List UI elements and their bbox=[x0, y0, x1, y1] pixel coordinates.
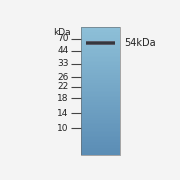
Bar bbox=[81, 76, 120, 78]
Bar bbox=[81, 92, 120, 94]
Bar bbox=[86, 41, 115, 42]
Bar bbox=[86, 44, 115, 45]
Bar bbox=[81, 146, 120, 148]
Bar bbox=[81, 114, 120, 116]
Bar bbox=[81, 79, 120, 81]
Bar bbox=[81, 135, 120, 137]
Bar bbox=[81, 140, 120, 142]
Bar bbox=[81, 83, 120, 85]
Bar bbox=[81, 94, 120, 96]
Bar bbox=[81, 143, 120, 145]
Bar bbox=[86, 43, 115, 44]
Bar bbox=[86, 42, 115, 43]
Text: 10: 10 bbox=[57, 124, 69, 133]
Bar bbox=[81, 102, 120, 104]
Bar bbox=[81, 107, 120, 108]
Bar bbox=[81, 81, 120, 83]
Text: 26: 26 bbox=[57, 73, 69, 82]
Bar bbox=[86, 41, 115, 42]
Bar bbox=[81, 73, 120, 75]
Bar bbox=[81, 86, 120, 88]
Bar bbox=[81, 119, 120, 121]
Bar bbox=[81, 44, 120, 46]
Bar bbox=[81, 97, 120, 99]
Bar bbox=[81, 32, 120, 33]
Bar bbox=[81, 52, 120, 54]
Bar bbox=[81, 121, 120, 123]
Bar bbox=[86, 43, 115, 44]
Text: kDa: kDa bbox=[53, 28, 70, 37]
Bar bbox=[81, 116, 120, 118]
Bar bbox=[81, 84, 120, 86]
Bar bbox=[81, 124, 120, 126]
Bar bbox=[81, 129, 120, 131]
Bar bbox=[86, 42, 115, 43]
Bar bbox=[81, 48, 120, 50]
Bar bbox=[81, 70, 120, 72]
Bar bbox=[81, 105, 120, 107]
Text: 22: 22 bbox=[57, 82, 69, 91]
Bar bbox=[81, 87, 120, 89]
Bar bbox=[81, 95, 120, 97]
Bar bbox=[81, 130, 120, 132]
Bar bbox=[81, 27, 120, 155]
Bar bbox=[81, 123, 120, 124]
Bar bbox=[81, 132, 120, 134]
Bar bbox=[81, 100, 120, 102]
Bar bbox=[81, 110, 120, 112]
Bar bbox=[81, 33, 120, 35]
Text: 44: 44 bbox=[57, 46, 69, 55]
Bar bbox=[81, 71, 120, 73]
Bar bbox=[81, 127, 120, 129]
Bar bbox=[81, 28, 120, 30]
Text: 54kDa: 54kDa bbox=[124, 38, 156, 48]
Bar bbox=[81, 62, 120, 64]
Text: 14: 14 bbox=[57, 109, 69, 118]
Bar bbox=[81, 43, 120, 45]
Bar bbox=[81, 134, 120, 136]
Bar bbox=[81, 153, 120, 155]
Bar bbox=[81, 150, 120, 151]
Bar bbox=[81, 145, 120, 147]
Bar bbox=[81, 51, 120, 53]
Bar bbox=[81, 65, 120, 67]
Text: 70: 70 bbox=[57, 34, 69, 43]
Bar bbox=[81, 142, 120, 143]
Text: 33: 33 bbox=[57, 59, 69, 68]
Text: 18: 18 bbox=[57, 94, 69, 103]
Bar bbox=[81, 75, 120, 76]
Bar bbox=[81, 64, 120, 65]
Bar bbox=[81, 46, 120, 48]
Bar bbox=[81, 151, 120, 153]
Bar bbox=[81, 91, 120, 93]
Bar bbox=[81, 67, 120, 69]
Bar bbox=[81, 113, 120, 115]
Bar bbox=[81, 103, 120, 105]
Bar bbox=[81, 36, 120, 38]
Bar bbox=[81, 108, 120, 110]
Bar bbox=[81, 27, 120, 29]
Bar bbox=[81, 49, 120, 51]
Bar bbox=[81, 99, 120, 100]
Bar bbox=[81, 111, 120, 113]
Bar bbox=[81, 41, 120, 43]
Bar bbox=[81, 137, 120, 139]
Bar bbox=[81, 148, 120, 150]
Bar bbox=[81, 118, 120, 120]
Bar bbox=[81, 40, 120, 41]
Bar bbox=[81, 59, 120, 61]
Bar bbox=[81, 57, 120, 59]
Bar bbox=[81, 78, 120, 80]
Bar bbox=[81, 30, 120, 32]
Bar bbox=[81, 138, 120, 140]
Bar bbox=[81, 89, 120, 91]
Bar bbox=[81, 60, 120, 62]
Bar bbox=[81, 56, 120, 57]
Bar bbox=[81, 126, 120, 128]
Bar bbox=[81, 38, 120, 40]
Bar bbox=[81, 54, 120, 56]
Bar bbox=[86, 44, 115, 45]
Bar bbox=[81, 68, 120, 70]
Bar bbox=[81, 35, 120, 37]
